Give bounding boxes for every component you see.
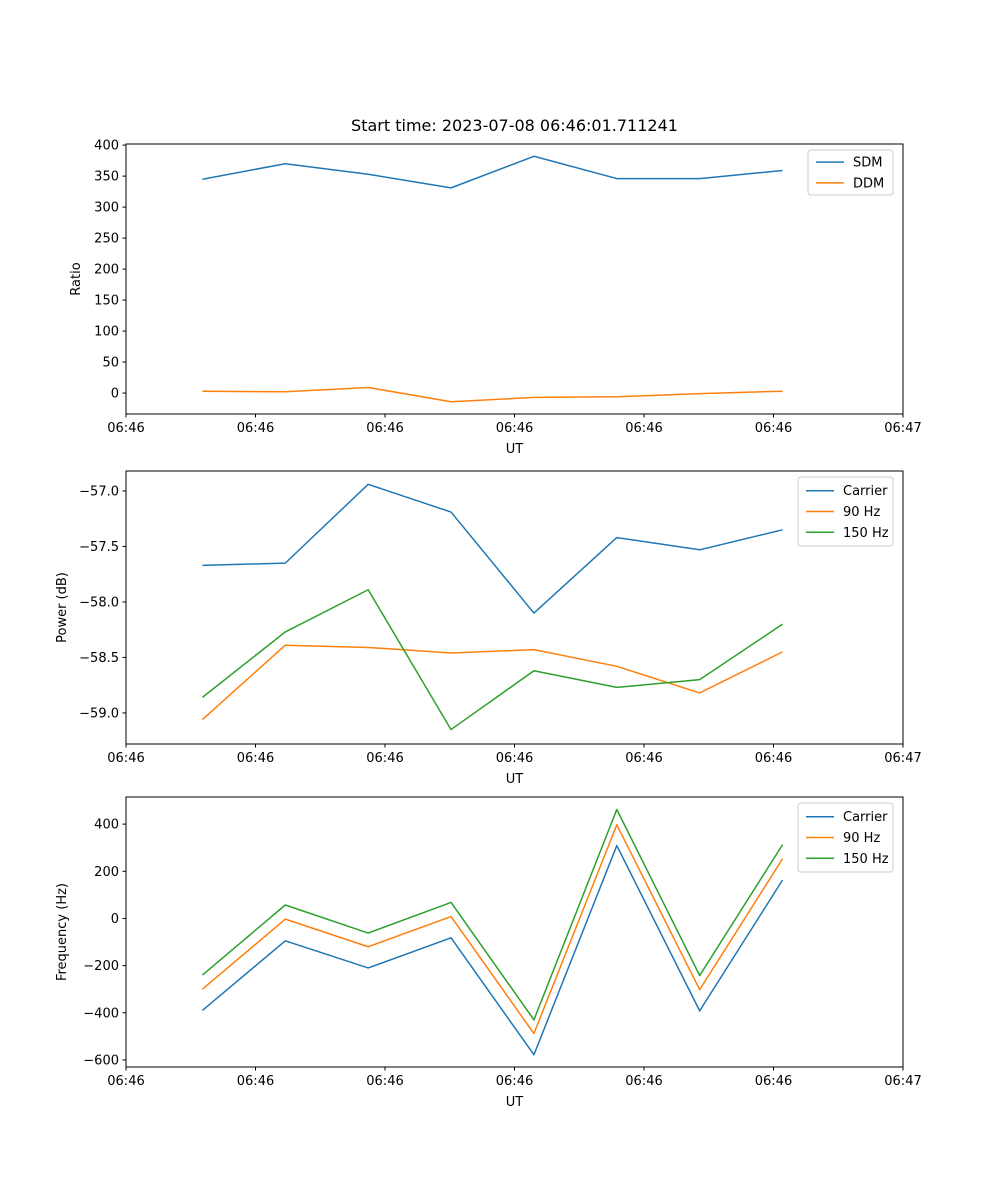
y-axis-label: Frequency (Hz) [55, 883, 70, 981]
y-tick-label: −200 [83, 959, 119, 974]
y-tick-label: 250 [94, 232, 119, 247]
x-tick-label: 06:46 [496, 421, 533, 436]
legend-label: SDM [853, 156, 882, 171]
x-axis-label: UT [506, 772, 524, 787]
axes-spines [125, 143, 904, 415]
series-line-carrier [201, 844, 784, 1056]
legend-entry-90-hz: 90 Hz [806, 831, 880, 846]
x-tick-label: 06:46 [237, 421, 274, 436]
x-tick-label: 06:46 [625, 421, 662, 436]
x-tick-label: 06:46 [237, 751, 274, 766]
legend-entry-90-hz: 90 Hz [806, 505, 880, 520]
x-tick-label: 06:46 [625, 751, 662, 766]
series-line-ddm [202, 386, 783, 403]
y-tick-label: −58.5 [79, 651, 119, 666]
axes-spines [125, 470, 904, 745]
legend-entry-150-hz: 150 Hz [806, 852, 889, 867]
y-tick-label: −58.0 [79, 595, 119, 610]
series-line-90-hz [201, 824, 784, 1035]
subplot-2: 06:46 06:46 06:46 06:46 06:46 06:46 06:47 −59.0… [55, 470, 922, 787]
y-tick-label: −600 [83, 1053, 119, 1068]
legend-box [807, 149, 894, 196]
y-tick-label: 150 [94, 294, 119, 309]
x-tick-label: 06:46 [496, 751, 533, 766]
y-tick-label: 400 [94, 818, 119, 833]
legend-entry-sdm: SDM [816, 156, 882, 171]
y-tick-label: −57.5 [79, 540, 119, 555]
x-tick-label: 06:46 [107, 751, 144, 766]
subplot-1: 06:46 06:46 06:46 06:46 06:46 06:46 06:47 0 50 10… [69, 139, 922, 457]
legend-box [797, 802, 894, 873]
y-tick-label: 200 [94, 865, 119, 880]
legend-entry-carrier: Carrier [806, 484, 888, 499]
y-axis-label: Power (dB) [55, 572, 70, 643]
x-tick-label: 06:46 [366, 751, 403, 766]
legend-entry-150-hz: 150 Hz [806, 526, 889, 541]
legend-label: Carrier [843, 484, 888, 499]
series-line-150-hz [201, 808, 784, 1021]
x-tick-label: 06:46 [366, 1074, 403, 1089]
series-line-sdm [202, 155, 783, 189]
y-tick-label: 50 [102, 356, 119, 371]
x-tick-label: 06:46 [107, 421, 144, 436]
x-tick-label: 06:47 [884, 1074, 921, 1089]
y-tick-label: 0 [111, 387, 119, 402]
x-tick-label: 06:46 [755, 751, 792, 766]
y-tick-label: 100 [94, 325, 119, 340]
y-tick-label: 400 [94, 139, 119, 154]
legend-label: 90 Hz [843, 505, 880, 520]
x-tick-label: 06:46 [237, 1074, 274, 1089]
y-tick-label: −400 [83, 1006, 119, 1021]
legend-label: 150 Hz [843, 526, 889, 541]
subplot-3: 06:46 06:46 06:46 06:46 06:46 06:46 06:47 −600 −… [55, 796, 922, 1110]
figure-title: Start time: 2023-07-08 06:46:01.711241 [351, 116, 678, 135]
legend-label: 90 Hz [843, 831, 880, 846]
y-tick-label: 0 [111, 912, 119, 927]
y-tick-label: 350 [94, 170, 119, 185]
x-axis-label: UT [506, 1095, 524, 1110]
legend-label: 150 Hz [843, 852, 889, 867]
x-tick-label: 06:46 [366, 421, 403, 436]
axes-spines [125, 796, 904, 1068]
x-tick-label: 06:46 [755, 421, 792, 436]
series-line-150-hz [201, 588, 783, 731]
y-tick-label: −59.0 [79, 706, 119, 721]
series-line-90-hz [201, 644, 783, 721]
legend-entry-ddm: DDM [816, 176, 884, 191]
x-tick-label: 06:46 [107, 1074, 144, 1089]
legend-label: DDM [853, 176, 884, 191]
legend-label: Carrier [843, 810, 888, 825]
legend-box [797, 476, 894, 547]
x-tick-label: 06:47 [884, 751, 921, 766]
y-tick-label: −57.0 [79, 484, 119, 499]
x-tick-label: 06:46 [755, 1074, 792, 1089]
x-axis-label: UT [506, 442, 524, 457]
x-tick-label: 06:47 [884, 421, 921, 436]
legend-entry-carrier: Carrier [806, 810, 888, 825]
y-tick-label: 300 [94, 201, 119, 216]
x-tick-label: 06:46 [496, 1074, 533, 1089]
y-tick-label: 200 [94, 263, 119, 278]
y-axis-label: Ratio [69, 262, 84, 295]
series-line-carrier [202, 483, 783, 614]
x-tick-label: 06:46 [625, 1074, 662, 1089]
